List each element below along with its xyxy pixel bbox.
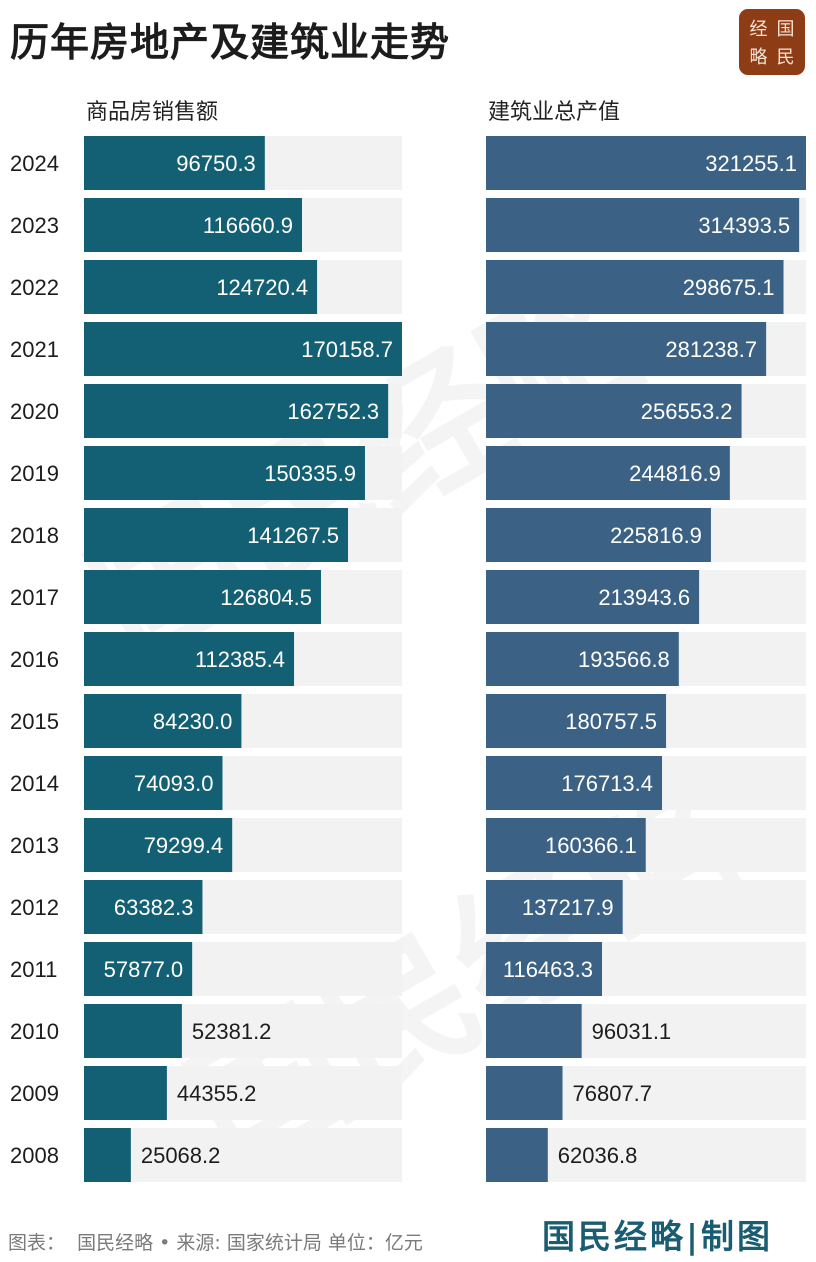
bar: [486, 198, 800, 252]
bar: [486, 446, 730, 500]
data-label: 79299.4: [144, 833, 224, 858]
data-label: 25068.2: [141, 1143, 221, 1168]
bar: [486, 260, 784, 314]
data-label: 96031.1: [592, 1019, 672, 1044]
data-label: 116660.9: [203, 213, 293, 238]
data-label: 96750.3: [176, 151, 256, 176]
bar: [84, 322, 402, 376]
year-label: 2019: [10, 461, 59, 486]
data-label: 281238.7: [665, 337, 757, 362]
bar-track: [84, 1128, 402, 1182]
bar: [486, 880, 623, 934]
bar: [84, 1004, 182, 1058]
year-label: 2023: [10, 213, 59, 238]
data-label: 52381.2: [192, 1019, 272, 1044]
data-label: 126804.5: [220, 585, 312, 610]
bar: [486, 1066, 563, 1120]
bar-charts: 2024 2023 2022 2021 2020 2019 2018 2017 2016 2015…: [10, 136, 806, 1182]
data-label: 62036.8: [558, 1143, 638, 1168]
bar: [84, 198, 303, 252]
year-label: 2014: [10, 771, 59, 796]
year-label: 2022: [10, 275, 59, 300]
data-label: 225816.9: [610, 523, 702, 548]
brand-seal: 经 国 略 民: [739, 9, 805, 75]
footer-brand: 国民经略|制图: [542, 1217, 774, 1256]
year-label: 2015: [10, 709, 59, 734]
bar: [84, 818, 233, 872]
right-chart-title: 建筑业总产值: [488, 100, 621, 125]
year-label: 2021: [10, 337, 59, 362]
data-label: 256553.2: [641, 399, 733, 424]
bar: [84, 756, 223, 810]
bar: [84, 570, 321, 624]
bar: [486, 632, 679, 686]
data-label: 124720.4: [216, 275, 308, 300]
data-label: 137217.9: [522, 895, 614, 920]
data-label: 160366.1: [545, 833, 637, 858]
bar: [486, 384, 742, 438]
data-label: 170158.7: [301, 337, 393, 362]
data-label: 321255.1: [705, 151, 797, 176]
data-label: 150335.9: [264, 461, 356, 486]
seal-char: 民: [776, 47, 795, 68]
data-label: 213943.6: [598, 585, 690, 610]
seal-char: 经: [749, 19, 768, 40]
footer-source: 图表： 国民经略 • 来源: 国家统计局 单位：亿元: [8, 1228, 423, 1255]
data-label: 180757.5: [565, 709, 657, 734]
data-label: 44355.2: [177, 1081, 257, 1106]
bar: [486, 508, 711, 562]
year-label: 2008: [10, 1143, 59, 1168]
year-label: 2017: [10, 585, 59, 610]
page-title: 历年房地产及建筑业走势: [10, 21, 451, 66]
bar: [84, 1066, 167, 1120]
seal-char: 略: [749, 47, 768, 68]
bar: [486, 756, 663, 810]
year-label: 2012: [10, 895, 59, 920]
bar: [84, 694, 242, 748]
year-label: 2020: [10, 399, 59, 424]
bar: [486, 322, 767, 376]
bar: [84, 632, 295, 686]
data-label: 84230.0: [153, 709, 233, 734]
bar: [486, 136, 806, 190]
data-label: 193566.8: [578, 647, 670, 672]
bar: [84, 942, 193, 996]
bar: [84, 508, 349, 562]
year-label: 2018: [10, 523, 59, 548]
year-label: 2010: [10, 1019, 59, 1044]
bar: [486, 1128, 548, 1182]
data-label: 57877.0: [104, 957, 184, 982]
year-label: 2011: [10, 957, 57, 982]
bar: [84, 136, 265, 190]
data-label: 76807.7: [573, 1081, 653, 1106]
bar: [486, 570, 700, 624]
bar: [486, 942, 603, 996]
data-label: 112385.4: [195, 647, 285, 672]
footer-source-text: 国民经略 • 来源: 国家统计局 单位：亿元: [77, 1232, 423, 1254]
year-label: 2016: [10, 647, 59, 672]
bar: [84, 446, 365, 500]
bar: [84, 880, 203, 934]
bar: [84, 260, 318, 314]
footer-source-label: 图表：: [8, 1232, 66, 1254]
bar: [486, 818, 646, 872]
data-label: 244816.9: [629, 461, 721, 486]
seal-char: 国: [776, 19, 795, 40]
data-label: 298675.1: [683, 275, 775, 300]
data-label: 314393.5: [698, 213, 790, 238]
data-label: 141267.5: [247, 523, 339, 548]
year-label: 2013: [10, 833, 59, 858]
left-chart-title: 商品房销售额: [86, 100, 219, 125]
data-label: 116463.3: [503, 957, 593, 982]
data-label: 162752.3: [287, 399, 379, 424]
bar: [84, 1128, 131, 1182]
data-label: 63382.3: [114, 895, 194, 920]
year-label: 2024: [10, 151, 59, 176]
bar: [486, 1004, 582, 1058]
year-label: 2009: [10, 1081, 59, 1106]
data-label: 176713.4: [561, 771, 653, 796]
bar: [486, 694, 667, 748]
data-label: 74093.0: [134, 771, 214, 796]
bar: [84, 384, 389, 438]
